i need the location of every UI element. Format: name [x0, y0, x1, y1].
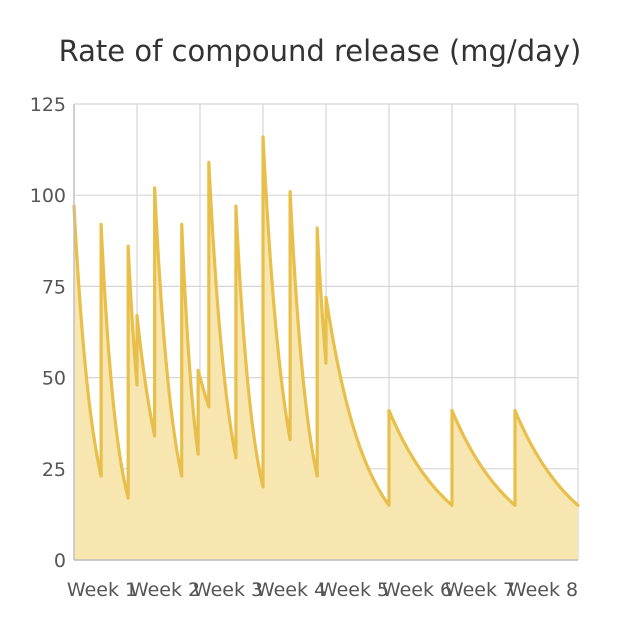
x-tick-label: Week 3: [193, 579, 263, 601]
x-tick-label: Week 8: [508, 579, 578, 601]
x-tick-label: Week 7: [445, 579, 515, 601]
chart-title: Rate of compound release (mg/day): [58, 34, 582, 68]
y-tick-label: 0: [54, 550, 66, 572]
x-tick-label: Week 5: [319, 579, 389, 601]
y-tick-label: 125: [30, 94, 66, 116]
y-tick-label: 100: [30, 185, 66, 207]
x-tick-label: Week 4: [256, 579, 326, 601]
series-line-0: [72, 135, 580, 507]
y-tick-label: 75: [42, 276, 66, 298]
series-line-layer: [72, 135, 580, 507]
y-tick-label: 50: [42, 368, 66, 390]
x-tick-label: Week 2: [130, 579, 200, 601]
y-tick-label: 25: [42, 459, 66, 481]
x-tick-label: Week 1: [67, 579, 137, 601]
axes: [73, 104, 578, 561]
x-tick-label: Week 6: [382, 579, 452, 601]
